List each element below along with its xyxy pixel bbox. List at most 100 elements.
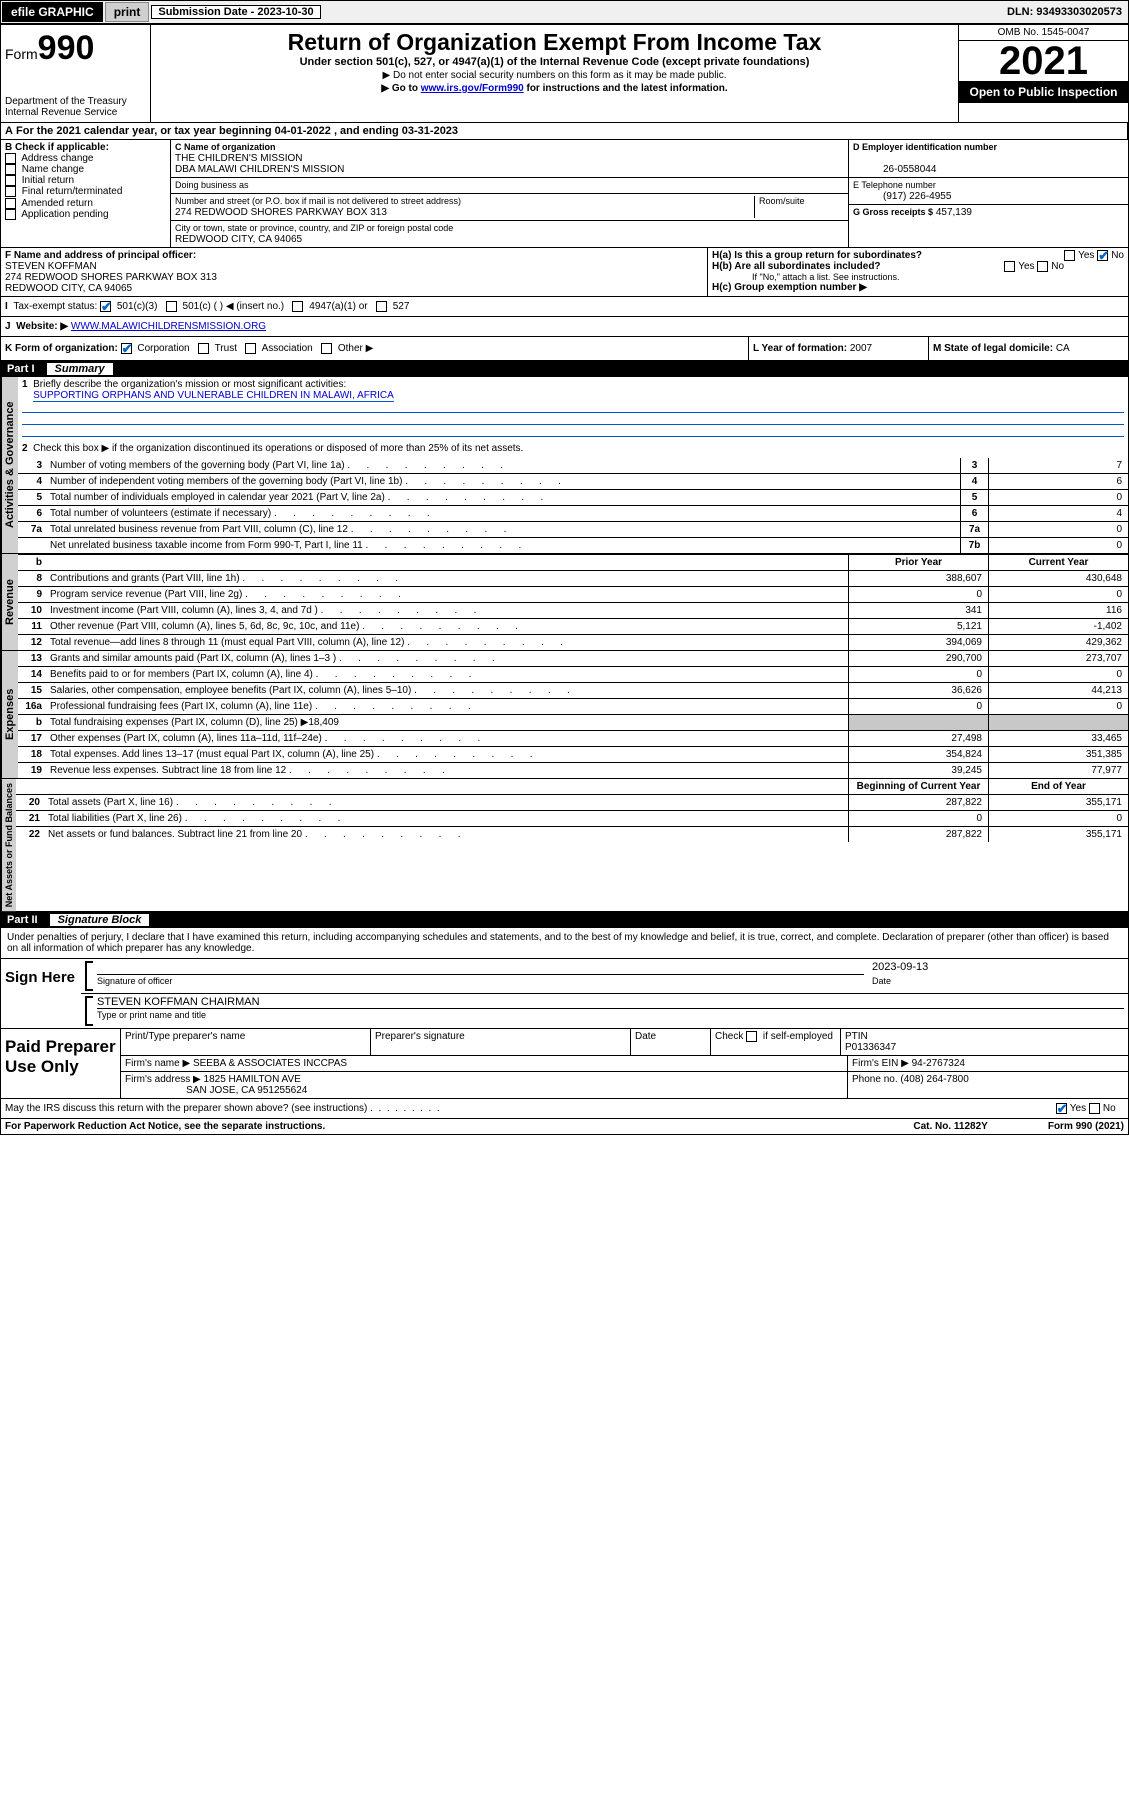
firm-name-label: Firm's name ▶ xyxy=(125,1058,190,1069)
summary-netassets: Net Assets or Fund Balances Beginning of… xyxy=(1,779,1128,912)
mission-text: SUPPORTING ORPHANS AND VULNERABLE CHILDR… xyxy=(33,390,394,402)
k-assoc-checkbox[interactable] xyxy=(245,343,256,354)
hb-no-checkbox[interactable] xyxy=(1037,261,1048,272)
b-checkbox[interactable] xyxy=(5,198,16,209)
col-prior: Prior Year xyxy=(848,555,988,570)
header-middle: Return of Organization Exempt From Incom… xyxy=(151,25,958,122)
j-label: Website: ▶ xyxy=(16,321,68,332)
col-current: Current Year xyxy=(988,555,1128,570)
tab-expenses: Expenses xyxy=(1,651,18,778)
ha-no-checkbox[interactable] xyxy=(1097,250,1108,261)
firm-addr1: 1825 HAMILTON AVE xyxy=(204,1074,301,1085)
preparer-block: Paid Preparer Use Only Print/Type prepar… xyxy=(1,1028,1128,1098)
c-name-label: C Name of organization xyxy=(175,142,276,152)
discuss-row: May the IRS discuss this return with the… xyxy=(1,1098,1128,1118)
section-klm: K Form of organization: Corporation Trus… xyxy=(1,337,1128,361)
d-label: D Employer identification number xyxy=(853,142,997,152)
declaration-text: Under penalties of perjury, I declare th… xyxy=(1,928,1128,958)
section-ij: I Tax-exempt status: 501(c)(3) 501(c) ( … xyxy=(1,297,1128,337)
dln-label: DLN: 93493303020573 xyxy=(1007,6,1128,18)
tab-netassets: Net Assets or Fund Balances xyxy=(1,779,16,911)
bracket-icon xyxy=(85,961,93,991)
note-link: ▶ Go to www.irs.gov/Form990 for instruct… xyxy=(155,83,954,94)
k-other-checkbox[interactable] xyxy=(321,343,332,354)
l-label: L Year of formation: xyxy=(753,343,847,354)
sign-here-block: Sign Here Signature of officer 2023-09-1… xyxy=(1,958,1128,1028)
b-checkbox[interactable] xyxy=(5,153,16,164)
self-employed-checkbox[interactable] xyxy=(746,1031,757,1042)
form-title: Return of Organization Exempt From Incom… xyxy=(155,29,954,56)
tax-year: 2021 xyxy=(959,41,1128,81)
top-toolbar: efile GRAPHIC print Submission Date - 20… xyxy=(0,0,1129,24)
summary-revenue: Revenue b Prior Year Current Year 8Contr… xyxy=(1,554,1128,651)
website-link[interactable]: WWW.MALAWICHILDRENSMISSION.ORG xyxy=(71,321,266,332)
i-501c3-checkbox[interactable] xyxy=(100,301,111,312)
discuss-no-checkbox[interactable] xyxy=(1089,1103,1100,1114)
footer-right: Form 990 (2021) xyxy=(1048,1121,1124,1132)
col-c: C Name of organization THE CHILDREN'S MI… xyxy=(171,140,848,247)
h-b: H(b) Are all subordinates included? Yes … xyxy=(712,261,1124,272)
col-begin: Beginning of Current Year xyxy=(848,779,988,794)
ha-yes-checkbox[interactable] xyxy=(1064,250,1075,261)
year-formed: 2007 xyxy=(850,343,872,354)
prep-date-label: Date xyxy=(631,1029,711,1055)
line-a: A For the 2021 calendar year, or tax yea… xyxy=(1,123,1128,140)
section-fh: F Name and address of principal officer:… xyxy=(1,248,1128,297)
part2-num: Part II xyxy=(7,914,46,926)
i-label: Tax-exempt status: xyxy=(13,301,97,312)
k-trust-checkbox[interactable] xyxy=(198,343,209,354)
firm-name: SEEBA & ASSOCIATES INCCPAS xyxy=(193,1058,347,1069)
col-b: B Check if applicable: Address change Na… xyxy=(1,140,171,247)
print-button[interactable]: print xyxy=(105,2,150,22)
ptin-value: P01336347 xyxy=(845,1042,896,1053)
i-501c-checkbox[interactable] xyxy=(166,301,177,312)
firm-addr-label: Firm's address ▶ xyxy=(125,1074,201,1085)
form-number: Form990 xyxy=(5,29,146,68)
firm-addr2: SAN JOSE, CA 951255624 xyxy=(186,1085,307,1096)
b-checkbox[interactable] xyxy=(5,164,16,175)
i-4947-checkbox[interactable] xyxy=(292,301,303,312)
sig-date: 2023-09-13 xyxy=(872,961,1124,975)
form-subtitle: Under section 501(c), 527, or 4947(a)(1)… xyxy=(155,56,954,68)
addr-label: Number and street (or P.O. box if mail i… xyxy=(175,196,461,206)
ptin-label: PTIN xyxy=(845,1031,868,1042)
header-left: Form990 Department of the Treasury Inter… xyxy=(1,25,151,122)
f-label: F Name and address of principal officer: xyxy=(5,250,196,261)
irs-link[interactable]: www.irs.gov/Form990 xyxy=(421,83,524,94)
note-ssn: ▶ Do not enter social security numbers o… xyxy=(155,70,954,81)
gross-receipts: 457,139 xyxy=(936,207,972,218)
preparer-title: Paid Preparer Use Only xyxy=(1,1029,121,1098)
m-label: M State of legal domicile: xyxy=(933,343,1053,354)
summary-governance: Activities & Governance 1 Briefly descri… xyxy=(1,377,1128,554)
efile-button[interactable]: efile GRAPHIC xyxy=(2,2,103,22)
k-corp-checkbox[interactable] xyxy=(121,343,132,354)
b-label: B Check if applicable: xyxy=(5,142,166,153)
firm-ein-label: Firm's EIN ▶ xyxy=(852,1058,909,1069)
page-footer: For Paperwork Reduction Act Notice, see … xyxy=(1,1118,1128,1134)
firm-phone-label: Phone no. xyxy=(852,1074,898,1085)
h-a: H(a) Is this a group return for subordin… xyxy=(712,250,1124,261)
hb-yes-checkbox[interactable] xyxy=(1004,261,1015,272)
phone-value: (917) 226-4955 xyxy=(853,191,951,202)
b-checkbox[interactable] xyxy=(5,175,16,186)
ein-value: 26-0558044 xyxy=(853,164,936,175)
org-name: THE CHILDREN'S MISSION xyxy=(175,153,302,164)
footer-left: For Paperwork Reduction Act Notice, see … xyxy=(5,1121,325,1132)
col-end: End of Year xyxy=(988,779,1128,794)
part1-title: Summary xyxy=(47,363,113,375)
open-inspection: Open to Public Inspection xyxy=(959,81,1128,103)
prep-sig-label: Preparer's signature xyxy=(371,1029,631,1055)
tab-revenue: Revenue xyxy=(1,554,18,650)
sign-here-label: Sign Here xyxy=(1,959,81,1028)
discuss-yes-checkbox[interactable] xyxy=(1056,1103,1067,1114)
city-label: City or town, state or province, country… xyxy=(175,223,453,233)
org-city: REDWOOD CITY, CA 94065 xyxy=(175,234,302,245)
b-checkbox[interactable] xyxy=(5,186,16,197)
form-header: Form990 Department of the Treasury Inter… xyxy=(1,25,1128,123)
org-address: 274 REDWOOD SHORES PARKWAY BOX 313 xyxy=(175,207,387,218)
b-checkbox[interactable] xyxy=(5,209,16,220)
firm-phone: (408) 264-7800 xyxy=(900,1074,968,1085)
i-527-checkbox[interactable] xyxy=(376,301,387,312)
summary-expenses: Expenses 13Grants and similar amounts pa… xyxy=(1,651,1128,779)
officer-city: REDWOOD CITY, CA 94065 xyxy=(5,283,132,294)
